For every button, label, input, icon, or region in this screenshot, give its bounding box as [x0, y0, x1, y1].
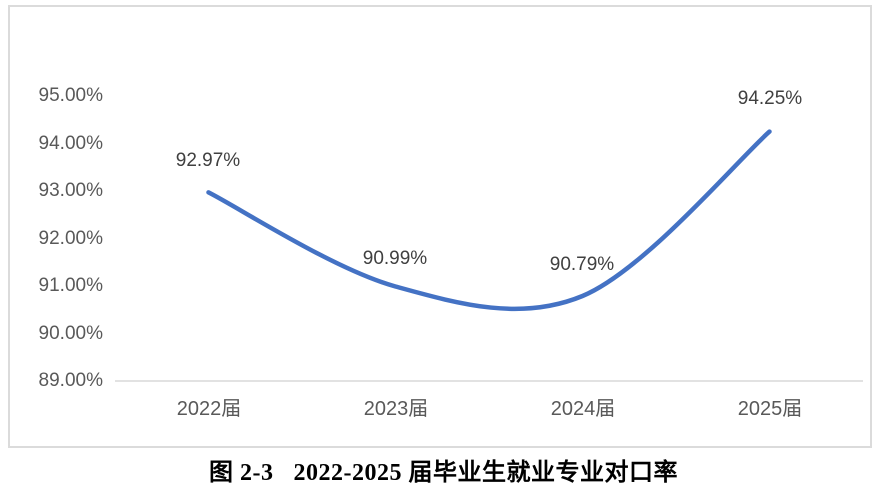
y-axis-tick-label: 92.00% — [38, 228, 103, 249]
y-axis-tick-label: 93.00% — [38, 180, 103, 201]
data-label: 90.99% — [362, 248, 428, 269]
y-axis-tick-label: 89.00% — [38, 370, 103, 391]
figure-caption-title: 2022-2025 届毕业生就业专业对口率 — [293, 460, 678, 486]
y-axis-tick-label: 90.00% — [38, 323, 103, 344]
x-axis-category-label: 2022届 — [176, 398, 242, 420]
x-axis-category-label: 2023届 — [363, 398, 429, 420]
chart-area — [8, 5, 872, 448]
x-axis-category-label: 2025届 — [737, 398, 803, 420]
x-axis-category-label: 2024届 — [550, 398, 616, 420]
y-axis-tick-label: 94.00% — [38, 133, 103, 154]
figure-caption: 图 2-3 2022-2025 届毕业生就业专业对口率 — [0, 452, 887, 487]
data-label: 94.25% — [737, 88, 803, 109]
data-label: 90.79% — [549, 254, 615, 275]
series-line — [206, 129, 772, 312]
y-axis-tick-label: 91.00% — [38, 275, 103, 296]
line-chart-canvas — [115, 129, 863, 382]
data-label: 92.97% — [175, 150, 241, 171]
figure-caption-label: 图 2-3 — [209, 460, 274, 486]
y-axis-tick-label: 95.00% — [38, 85, 103, 106]
